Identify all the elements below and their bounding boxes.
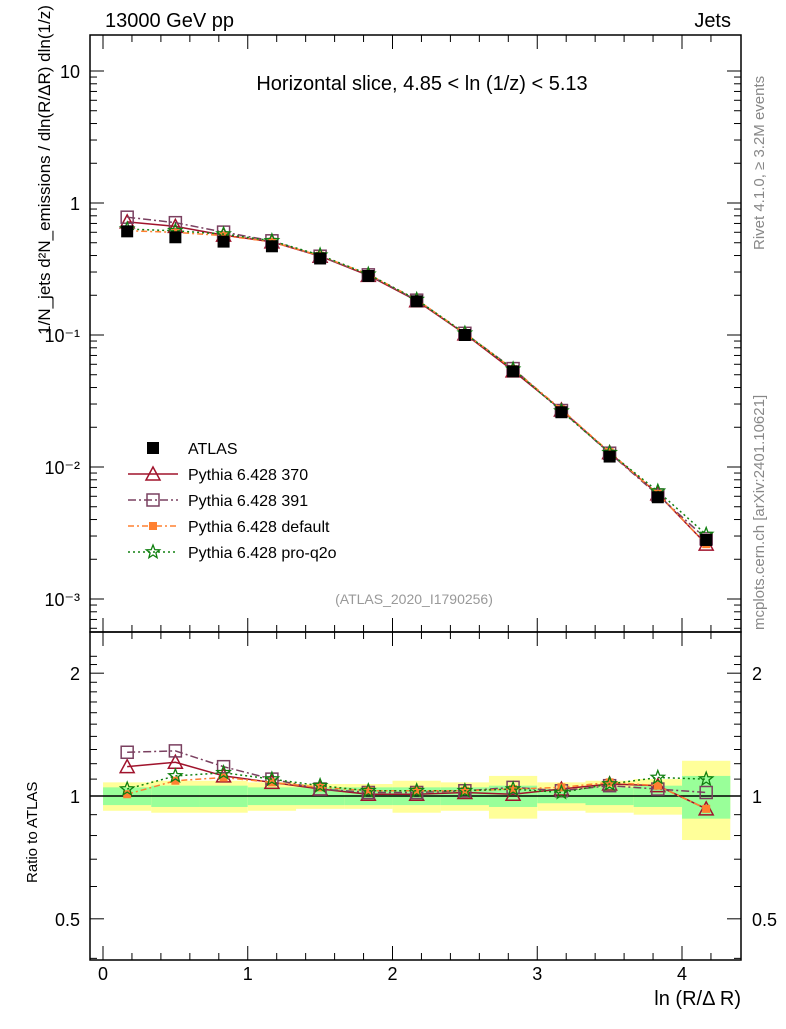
series-3-line bbox=[127, 228, 707, 536]
atlas-point bbox=[410, 295, 423, 308]
legend-label: Pythia 6.428 pro-q2o bbox=[188, 545, 337, 562]
header-left: 13000 GeV pp bbox=[105, 10, 234, 32]
atlas-point bbox=[603, 450, 616, 463]
ratio-tick-label: 1 bbox=[70, 787, 80, 807]
series-3-ratio-point bbox=[504, 780, 522, 797]
series-2-ratio-point bbox=[557, 783, 566, 792]
series-3-ratio-point bbox=[215, 763, 232, 780]
legend-label: Pythia 6.428 391 bbox=[188, 493, 308, 510]
header-right: Jets bbox=[694, 10, 731, 32]
legend-marker bbox=[149, 522, 157, 530]
mcplots-label: mcplots.cern.ch [arXiv:2401.10621] bbox=[751, 395, 768, 630]
atlas-point bbox=[265, 240, 278, 253]
ratio-tick-label-right: 1 bbox=[752, 787, 762, 807]
series-3-ratio-point bbox=[553, 783, 570, 800]
series-2-ratio-point bbox=[412, 786, 421, 795]
ratio-y-label: Ratio to ATLAS bbox=[24, 782, 41, 883]
atlas-point bbox=[651, 491, 664, 504]
series-2-ratio-point bbox=[702, 804, 711, 813]
series-3-ratio-point bbox=[456, 782, 474, 798]
series-1-ratio-point bbox=[409, 785, 424, 800]
series-3-ratio-point bbox=[601, 775, 619, 792]
y-tick-label: 10 bbox=[60, 62, 80, 82]
legend-label: Pythia 6.428 370 bbox=[188, 467, 308, 484]
y-tick-label: 1 bbox=[70, 194, 80, 214]
series-3-ratio-point bbox=[263, 770, 281, 787]
series-2-ratio-point bbox=[653, 781, 662, 790]
series-2-ratio-point bbox=[316, 783, 325, 792]
series-2-ratio-point bbox=[364, 786, 373, 795]
atlas-point bbox=[217, 235, 230, 248]
series-3-ratio-point bbox=[697, 770, 715, 787]
x-tick-label: 0 bbox=[98, 964, 108, 984]
series-1-line bbox=[127, 216, 707, 540]
atlas-point bbox=[507, 365, 520, 378]
series-1-ratio-point bbox=[168, 744, 183, 758]
y-tick-label: 10⁻¹ bbox=[44, 326, 80, 346]
series-3-ratio-point bbox=[408, 782, 425, 798]
main-frame bbox=[89, 34, 742, 633]
rivet-label: Rivet 4.1.0, ≥ 3.2M events bbox=[751, 76, 768, 250]
x-tick-label: 4 bbox=[677, 964, 687, 984]
series-1-ratio-point bbox=[216, 759, 231, 774]
series-2-ratio-point bbox=[171, 776, 180, 785]
atlas-point bbox=[169, 231, 182, 244]
y-tick-label: 10⁻³ bbox=[44, 590, 80, 610]
ratio-tick-label: 2 bbox=[70, 664, 80, 684]
atlas-point bbox=[555, 406, 568, 419]
series-1-ratio-point bbox=[120, 745, 134, 760]
series-2-ratio-point bbox=[509, 785, 518, 794]
atlas-point bbox=[314, 252, 327, 265]
chart-title: Horizontal slice, 4.85 < ln (1/z) < 5.13 bbox=[256, 73, 587, 95]
series-3-ratio-line bbox=[126, 772, 707, 794]
atlas-point bbox=[362, 269, 375, 282]
legend-label: Pythia 6.428 default bbox=[188, 519, 330, 536]
atlas-point bbox=[458, 329, 471, 341]
ratio-tick-label-right: 2 bbox=[752, 664, 762, 684]
series-1-ratio-point bbox=[361, 785, 376, 800]
y-tick-label: 10⁻² bbox=[44, 458, 80, 478]
series-3-ratio-point bbox=[311, 776, 329, 793]
series-3-ratio-point bbox=[166, 767, 184, 784]
x-tick-label: 1 bbox=[243, 964, 253, 984]
legend-label: ATLAS bbox=[188, 441, 238, 458]
series-0-ratio-point bbox=[118, 758, 136, 774]
series-3-ratio-point bbox=[649, 768, 667, 785]
series-1-ratio-point bbox=[699, 785, 713, 800]
atlas-point bbox=[700, 533, 713, 546]
ratio-tick-label: 0.5 bbox=[55, 910, 80, 930]
legend-marker-atlas bbox=[147, 442, 159, 454]
atlas-point bbox=[121, 225, 134, 238]
x-tick-label: 3 bbox=[532, 964, 542, 984]
analysis-label: (ATLAS_2020_I1790256) bbox=[335, 591, 493, 607]
y-axis-label: 1/N_jets d²N_emissions / dln(R/ΔR) dln(1… bbox=[35, 5, 54, 335]
series-2-ratio-point bbox=[123, 790, 132, 799]
x-axis-label: ln (R/Δ R) bbox=[654, 988, 741, 1010]
series-3-ratio-point bbox=[360, 782, 377, 798]
legend-marker bbox=[144, 543, 162, 560]
legend-marker bbox=[144, 465, 162, 481]
series-3-ratio-point bbox=[118, 780, 136, 797]
x-tick-label: 2 bbox=[387, 964, 397, 984]
series-1-ratio-point bbox=[313, 782, 327, 796]
legend-marker bbox=[146, 493, 160, 507]
series-2-ratio-point bbox=[219, 773, 228, 782]
series-2-ratio-point bbox=[605, 778, 614, 787]
ratio-tick-label-right: 0.5 bbox=[752, 910, 777, 930]
